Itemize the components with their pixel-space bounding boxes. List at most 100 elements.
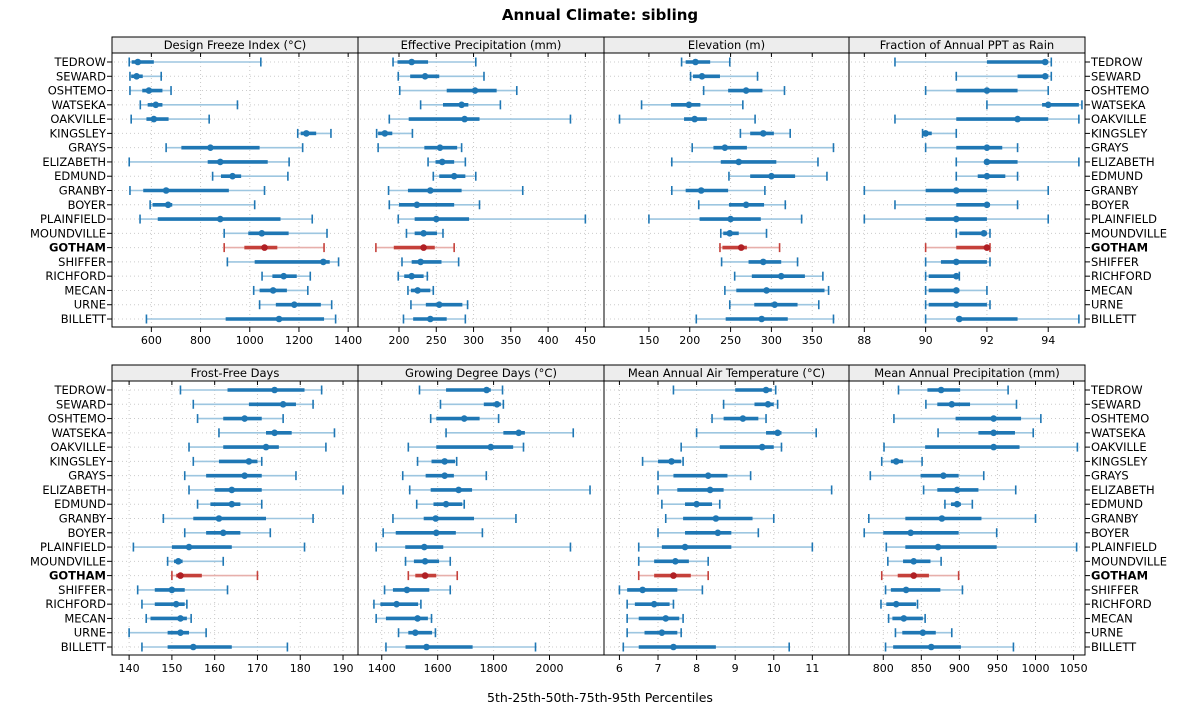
site-label-left: GOTHAM (49, 569, 106, 583)
median-dot (219, 529, 227, 537)
median-dot (990, 415, 997, 422)
site-label-left: GRAYS (68, 141, 106, 155)
site-label-left: GOTHAM (49, 241, 106, 255)
site-label-right: MOUNDVILLE (1091, 226, 1167, 240)
x-tick-label: 6 (616, 662, 623, 675)
site-label-right: SEWARD (1091, 397, 1141, 411)
panel-header-label: Frost-Free Days (191, 366, 280, 380)
site-label-right: WATSEKA (1091, 426, 1146, 440)
median-dot (892, 458, 900, 465)
site-label-left: TEDROW (53, 55, 106, 69)
site-label-right: SHIFFER (1091, 583, 1139, 597)
x-tick-label: 1800 (480, 662, 508, 675)
site-label-right: BILLETT (1091, 640, 1137, 654)
x-tick-label: 1000 (236, 334, 264, 347)
site-label-right: SHIFFER (1091, 255, 1139, 269)
median-dot (1044, 101, 1052, 109)
x-tick-label: 350 (500, 334, 521, 347)
median-dot (758, 315, 765, 323)
median-dot (421, 558, 429, 565)
median-dot (408, 58, 415, 66)
site-label-left: WATSEKA (51, 426, 106, 440)
site-label-left: SHIFFER (58, 255, 106, 269)
x-tick-label: 1000 (1022, 662, 1050, 675)
median-dot (436, 144, 444, 151)
site-label-right: MOUNDVILLE (1091, 554, 1167, 568)
median-dot (762, 386, 770, 394)
site-label-left: BOYER (68, 198, 106, 212)
x-tick-label: 800 (190, 334, 211, 347)
median-dot (455, 486, 462, 494)
median-dot (952, 187, 960, 194)
median-dot (910, 558, 918, 565)
site-label-left: URNE (74, 626, 106, 640)
x-tick-label: 7 (655, 662, 662, 675)
x-tick-label: 94 (1041, 334, 1055, 347)
x-tick-label: 250 (426, 334, 447, 347)
median-dot (261, 244, 268, 251)
median-dot (241, 472, 248, 479)
median-dot (483, 386, 490, 394)
median-dot (150, 115, 158, 123)
site-label-right: GOTHAM (1091, 569, 1148, 583)
median-dot (742, 201, 750, 209)
median-dot (216, 215, 224, 223)
x-tick-label: 900 (949, 662, 970, 675)
median-dot (460, 415, 468, 422)
median-dot (275, 315, 283, 323)
median-dot (691, 115, 698, 123)
median-dot (427, 187, 434, 194)
median-dot (650, 600, 658, 608)
median-dot (432, 529, 440, 537)
median-dot (493, 400, 501, 408)
median-dot (940, 472, 947, 479)
median-dot (432, 215, 440, 223)
median-dot (471, 87, 479, 94)
x-tick-label: 1600 (424, 662, 452, 675)
median-dot (438, 158, 446, 166)
site-label-right: BOYER (1091, 526, 1129, 540)
median-dot (1041, 72, 1049, 80)
site-label-right: KINGSLEY (1091, 126, 1148, 140)
median-dot (269, 287, 277, 294)
median-dot (983, 201, 991, 209)
site-label-left: MECAN (64, 611, 106, 625)
median-dot (742, 87, 750, 94)
x-tick-label: 850 (911, 662, 932, 675)
site-label-left: SEWARD (56, 397, 106, 411)
median-dot (692, 58, 699, 66)
median-dot (413, 201, 421, 209)
site-label-left: TEDROW (53, 383, 106, 397)
site-label-right: TEDROW (1090, 383, 1143, 397)
site-label-left: URNE (74, 298, 106, 312)
median-dot (423, 643, 430, 651)
site-label-right: OSHTEMO (1091, 84, 1149, 98)
median-dot (668, 458, 675, 465)
median-dot (902, 586, 910, 594)
median-dot (279, 400, 287, 408)
median-dot (421, 72, 429, 80)
x-tick-label: 150 (638, 334, 659, 347)
median-dot (408, 272, 415, 280)
median-dot (515, 429, 523, 437)
x-tick-label: 90 (919, 334, 933, 347)
x-tick-label: 2000 (535, 662, 563, 675)
site-label-left: GRANBY (59, 184, 107, 198)
site-label-left: GRAYS (68, 469, 106, 483)
median-dot (177, 629, 184, 637)
median-dot (952, 258, 960, 266)
median-dot (956, 315, 963, 323)
median-dot (714, 529, 722, 537)
median-dot (185, 543, 193, 551)
median-dot (215, 515, 223, 522)
x-tick-label: 1050 (1060, 662, 1088, 675)
panel-header-label: Effective Precipitation (mm) (401, 38, 562, 52)
site-label-right: EDMUND (1091, 497, 1143, 511)
median-dot (421, 572, 429, 579)
x-tick-label: 800 (873, 662, 894, 675)
median-dot (771, 301, 778, 309)
median-dot (177, 572, 184, 579)
median-dot (774, 429, 781, 437)
median-dot (712, 515, 720, 522)
site-label-right: OAKVILLE (1091, 440, 1147, 454)
